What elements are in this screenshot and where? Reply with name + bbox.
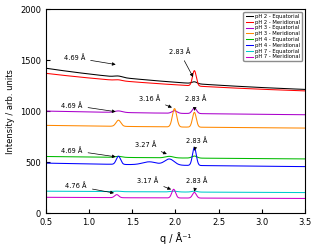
pH 3 - Meridional [173,107,177,110]
pH 7 - Meridional [232,197,236,200]
pH 3 - Meridional [295,126,299,130]
pH 7 - Equatorial [232,191,236,194]
Text: 3.16 Å: 3.16 Å [139,95,171,108]
pH 7 - Meridional [44,196,48,199]
pH 7 - Equatorial [155,190,159,194]
pH 4 - Meridional [153,161,157,164]
pH 7 - Equatorial [192,190,196,192]
pH 2 - Meridional [167,83,171,86]
pH 4 - Meridional [232,164,236,168]
Line: pH 2 - Meridional: pH 2 - Meridional [46,71,305,91]
pH 4 - Equatorial [155,156,159,159]
pH 2 - Equatorial [282,87,286,90]
pH 7 - Meridional [155,196,159,200]
Text: 4.69 Å: 4.69 Å [61,147,115,158]
Text: 2.83 Å: 2.83 Å [186,138,208,150]
pH 4 - Meridional [44,162,48,165]
pH 7 - Meridional [167,196,171,199]
pH 7 - Meridional [295,197,299,200]
Text: 4.69 Å: 4.69 Å [64,54,115,65]
pH 4 - Equatorial [295,157,299,160]
pH 4 - Equatorial [44,155,48,158]
pH 3 - Meridional [44,124,48,127]
Line: pH 3 - Meridional: pH 3 - Meridional [46,108,305,128]
pH 2 - Equatorial [232,84,236,87]
Text: 3.27 Å: 3.27 Å [134,141,166,154]
pH 3 - Equatorial [232,112,236,116]
pH 2 - Meridional [192,69,196,72]
X-axis label: q / Å⁻¹: q / Å⁻¹ [160,232,191,244]
pH 2 - Meridional [155,82,159,85]
pH 3 - Equatorial [295,113,299,116]
Line: pH 3 - Equatorial: pH 3 - Equatorial [46,108,305,115]
pH 4 - Meridional [167,158,171,160]
pH 7 - Meridional [282,197,286,200]
pH 2 - Meridional [282,89,286,92]
pH 4 - Equatorial [153,156,157,159]
pH 2 - Equatorial [153,79,157,82]
pH 4 - Equatorial [282,157,286,160]
pH 2 - Meridional [153,82,157,85]
Text: 2.83 Å: 2.83 Å [184,95,206,110]
pH 7 - Equatorial [44,190,48,193]
pH 4 - Equatorial [303,158,307,160]
pH 3 - Equatorial [303,113,307,116]
pH 4 - Equatorial [167,155,171,158]
pH 7 - Equatorial [295,191,299,194]
pH 3 - Equatorial [44,110,48,112]
pH 7 - Meridional [172,188,176,191]
pH 7 - Equatorial [282,191,286,194]
pH 3 - Meridional [153,125,157,128]
Text: 2.83 Å: 2.83 Å [169,49,193,76]
pH 4 - Meridional [303,165,307,168]
pH 4 - Meridional [155,162,159,164]
pH 3 - Meridional [232,126,236,129]
Line: pH 4 - Equatorial: pH 4 - Equatorial [46,156,305,159]
pH 4 - Meridional [282,165,286,168]
pH 4 - Meridional [295,165,299,168]
pH 7 - Equatorial [303,191,307,194]
pH 7 - Equatorial [167,190,171,193]
pH 4 - Equatorial [192,154,196,158]
pH 3 - Equatorial [167,112,171,114]
Text: 4.69 Å: 4.69 Å [61,102,115,113]
pH 3 - Equatorial [153,112,157,114]
pH 2 - Meridional [303,90,307,92]
pH 7 - Meridional [153,196,157,199]
Text: 4.76 Å: 4.76 Å [65,183,113,194]
pH 2 - Equatorial [44,67,48,70]
Line: pH 7 - Meridional: pH 7 - Meridional [46,189,305,198]
pH 2 - Equatorial [167,80,171,83]
Line: pH 4 - Meridional: pH 4 - Meridional [46,148,305,167]
pH 4 - Meridional [192,146,196,149]
pH 3 - Meridional [282,126,286,130]
pH 2 - Equatorial [303,88,307,91]
pH 2 - Meridional [44,72,48,75]
pH 3 - Meridional [167,125,171,128]
Legend: pH 2 - Equatorial, pH 2 - Meridional, pH 3 - Equatorial, pH 3 - Meridional, pH 4: pH 2 - Equatorial, pH 2 - Meridional, pH… [243,12,302,62]
pH 7 - Equatorial [153,190,157,193]
Y-axis label: Intensity / arb. units: Intensity / arb. units [6,69,15,154]
Line: pH 7 - Equatorial: pH 7 - Equatorial [46,191,305,192]
pH 2 - Meridional [295,89,299,92]
pH 2 - Equatorial [155,79,159,82]
pH 3 - Equatorial [192,106,196,110]
Line: pH 2 - Equatorial: pH 2 - Equatorial [46,68,305,90]
pH 2 - Meridional [232,86,236,90]
Text: 2.83 Å: 2.83 Å [186,177,208,191]
pH 3 - Equatorial [282,113,286,116]
pH 7 - Meridional [303,197,307,200]
Text: 3.17 Å: 3.17 Å [137,177,170,190]
pH 3 - Equatorial [155,112,159,114]
pH 4 - Equatorial [232,157,236,160]
pH 3 - Meridional [155,125,159,128]
pH 2 - Equatorial [295,88,299,90]
pH 3 - Meridional [303,126,307,130]
